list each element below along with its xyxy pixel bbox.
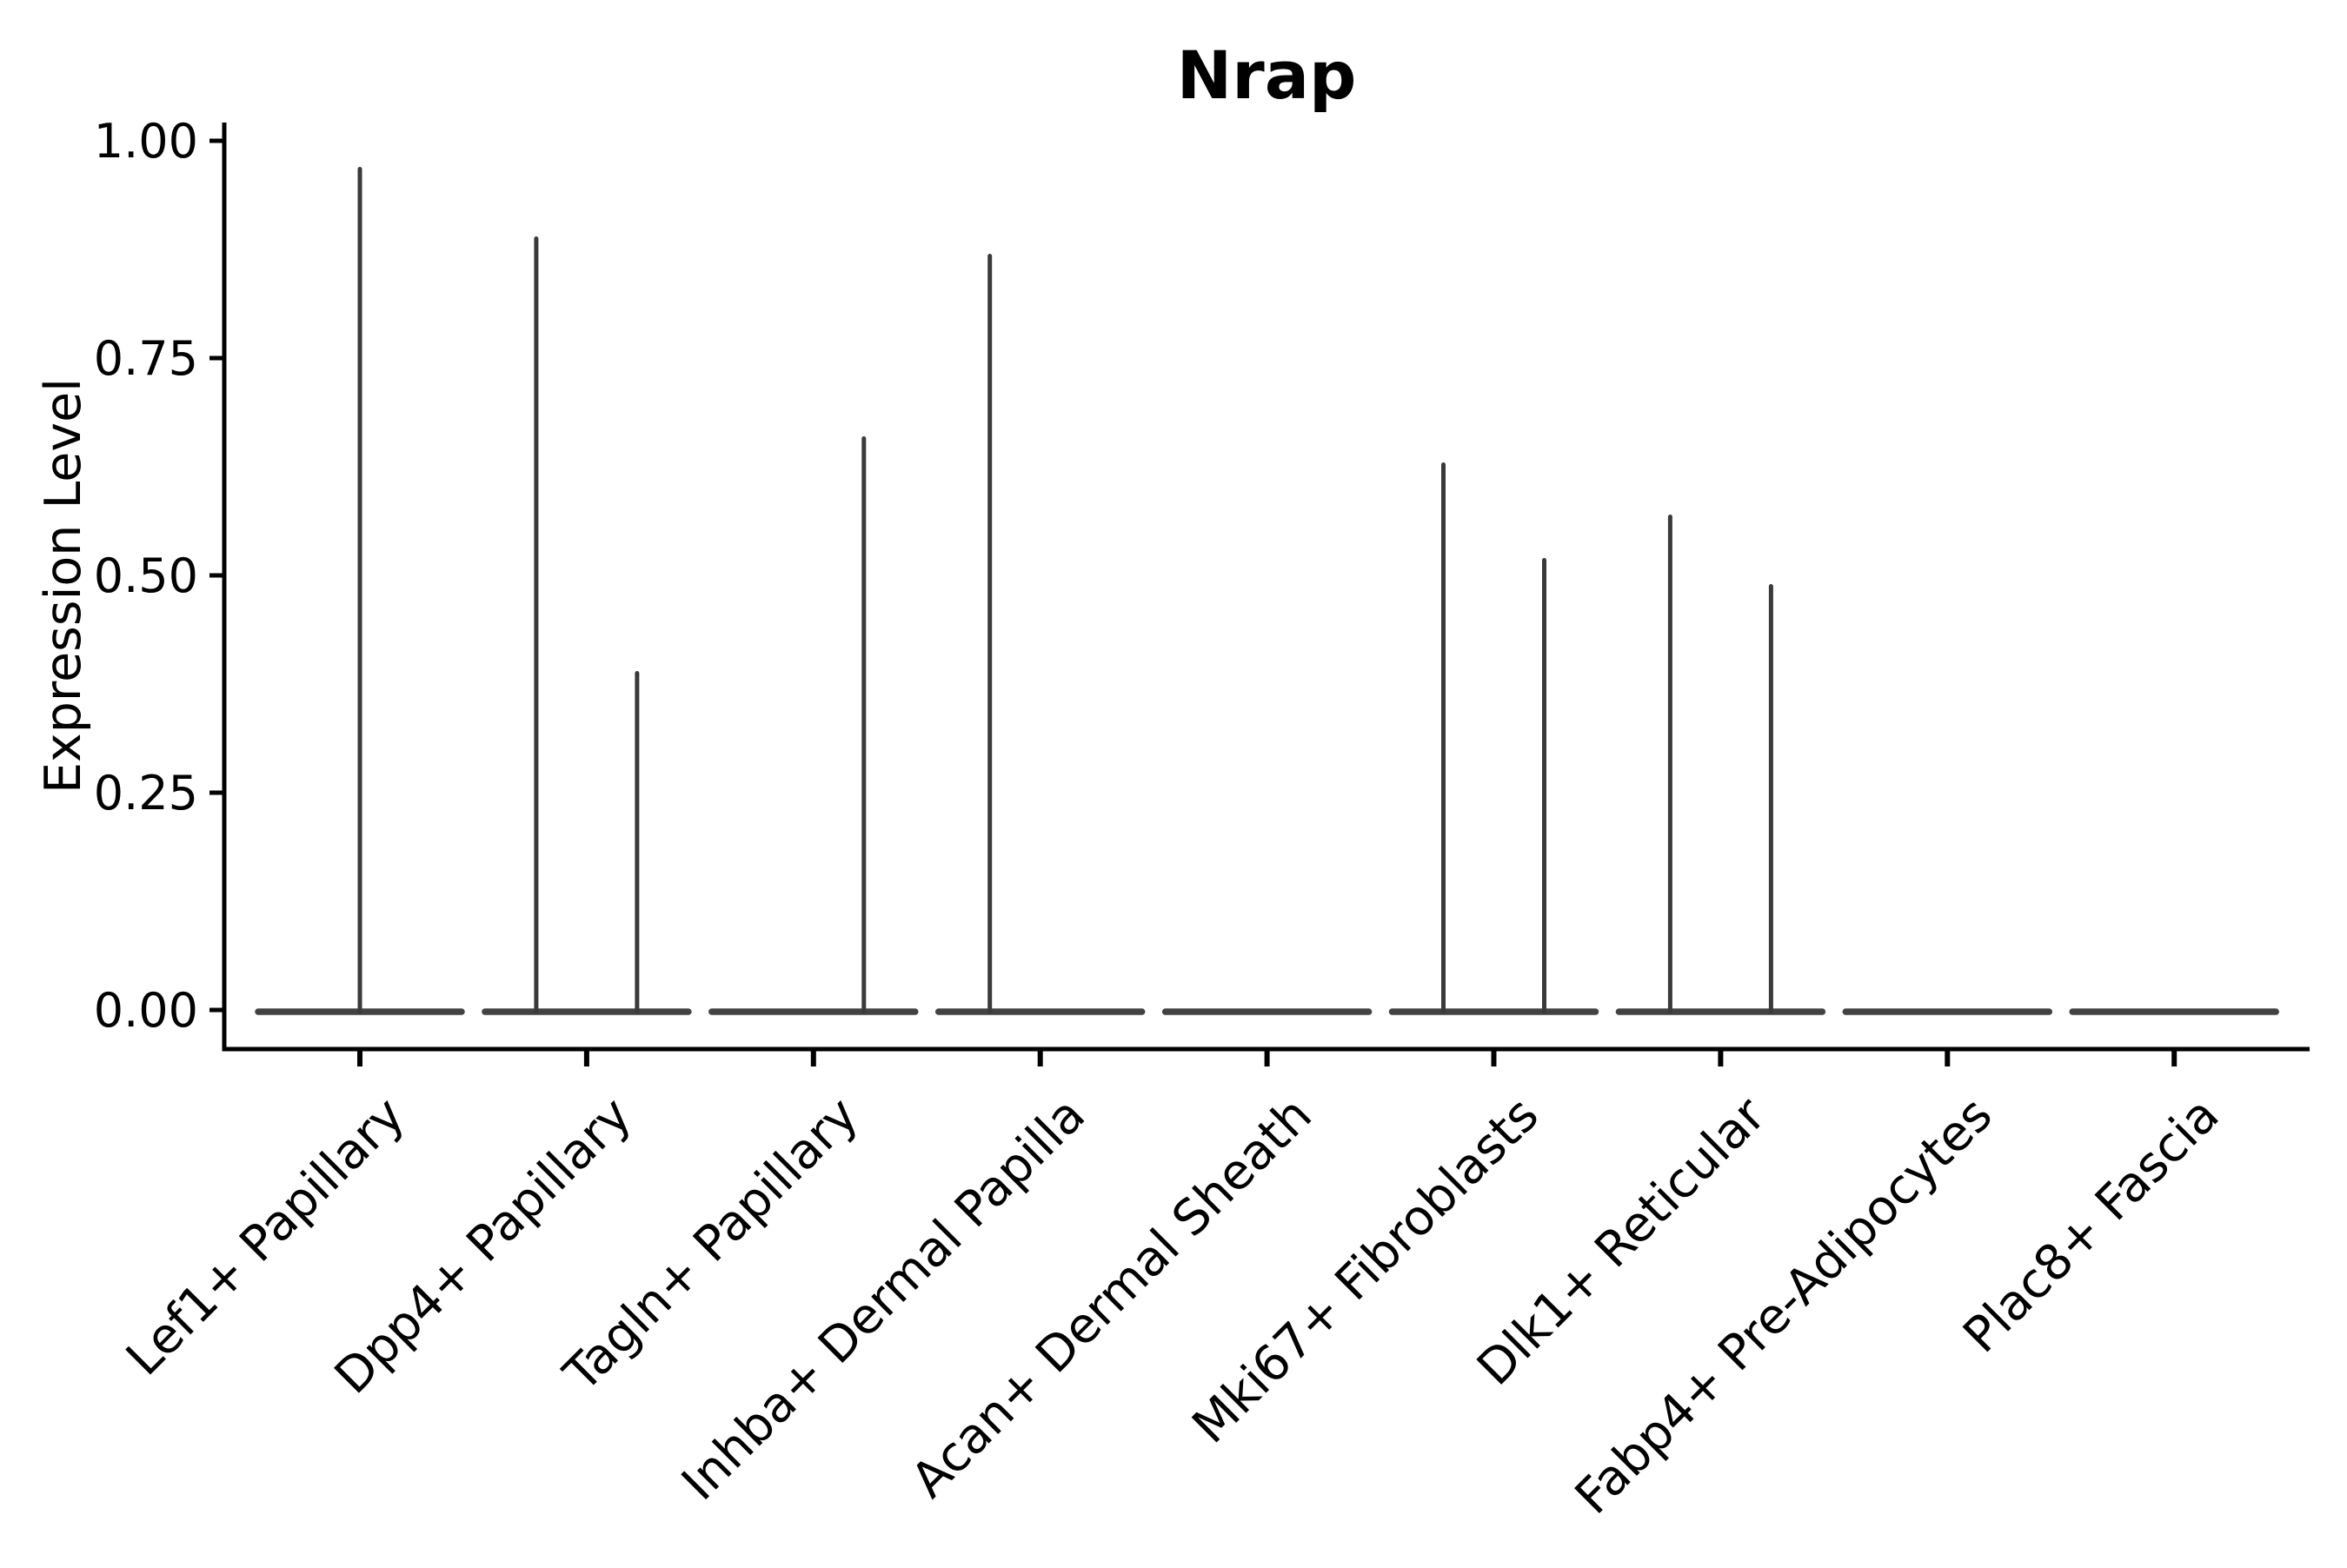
y-tick-label: 1.00 (94, 114, 198, 169)
x-category-label: Inhba+ Dermal Papilla (671, 1086, 1096, 1512)
violin (482, 236, 692, 1015)
violin (1615, 515, 1826, 1015)
x-category-label: Acan+ Dermal Sheath (901, 1086, 1323, 1509)
violin (708, 436, 919, 1015)
violin (1388, 462, 1599, 1015)
y-axis-label: Expression Level (35, 378, 92, 794)
y-tick-label: 0.00 (94, 983, 198, 1038)
y-tick-label: 0.25 (94, 766, 198, 821)
y-tick-label: 0.75 (94, 331, 198, 386)
violin (934, 254, 1146, 1015)
violins-layer (255, 167, 2279, 1015)
violin (255, 167, 465, 1015)
y-tick-labels: 0.00 0.25 0.50 0.75 1.00 (94, 114, 198, 1038)
y-tick-label: 0.50 (94, 548, 198, 603)
axes (209, 123, 2310, 1066)
chart-title: Nrap (1177, 37, 1357, 114)
x-category-label: Fabp4+ Pre-Adipocytes (1565, 1086, 2004, 1525)
